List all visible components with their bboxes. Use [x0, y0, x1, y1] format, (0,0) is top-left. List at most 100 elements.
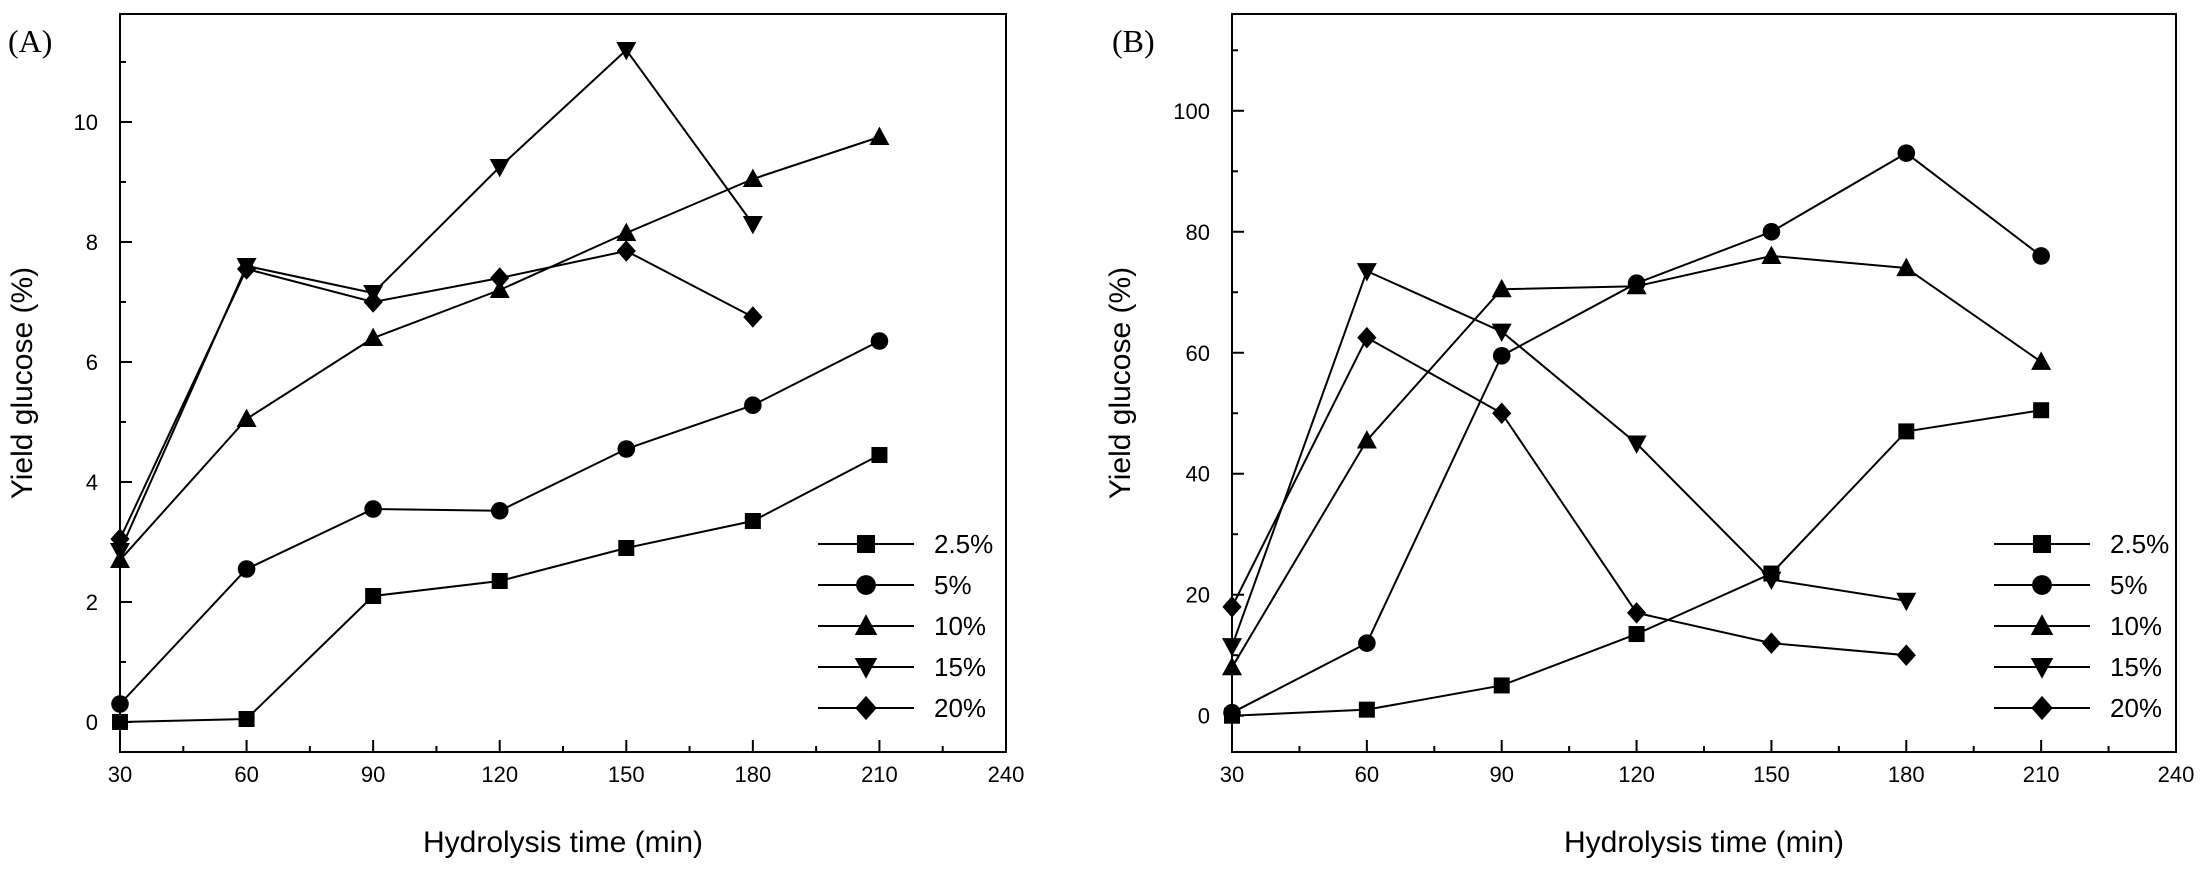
data-point [1626, 275, 1647, 295]
legend-marker [2030, 658, 2054, 679]
data-point [1356, 430, 1377, 449]
y-tick-label: 80 [1186, 220, 1210, 245]
data-point [1897, 144, 1916, 162]
x-tick-label: 120 [1618, 762, 1655, 787]
data-point [2033, 402, 2050, 419]
legend-label: 2.5% [2110, 529, 2169, 559]
y-tick-label: 8 [86, 230, 98, 255]
chart-panel-b: 30 60 90 120 150 180 210 240 0 20 40 60 80 100 Hydroly… [1104, 13, 2195, 859]
data-point [616, 240, 636, 262]
legend-label: 15% [2110, 652, 2162, 682]
data-point [1358, 701, 1375, 718]
data-point [1356, 263, 1377, 282]
data-point [1491, 278, 1512, 298]
data-point [1626, 435, 1647, 454]
y-tick-label: 40 [1186, 462, 1210, 487]
x-tick-label: 210 [2023, 762, 2060, 787]
x-tick-label: 240 [2158, 762, 2195, 787]
legend-marker [854, 658, 878, 679]
legend-label: 15% [934, 652, 986, 682]
legend-marker [857, 535, 875, 553]
panel-label: (B) [1112, 23, 1155, 59]
data-point [616, 222, 637, 241]
legend-marker [855, 695, 877, 721]
x-tick-label: 180 [1888, 762, 1925, 787]
plot-frame [119, 13, 1007, 753]
x-tick-label: 120 [481, 762, 518, 787]
data-point [363, 291, 383, 313]
data-point [1222, 656, 1242, 676]
x-tick-label: 240 [988, 762, 1025, 787]
data-point [1492, 402, 1512, 425]
data-point [1491, 323, 1512, 342]
x-tick-label: 90 [361, 762, 385, 787]
x-tick-label: 60 [234, 762, 258, 787]
y-tick-label: 60 [1186, 341, 1210, 366]
chart-panel-a: 30 60 90 120 150 180 210 240 0 2 4 6 8 10 Hydrolysis t… [6, 13, 1025, 859]
data-point [617, 440, 636, 458]
x-tick-label: 150 [1753, 762, 1790, 787]
x-tick-label: 30 [1220, 762, 1244, 787]
data-point [871, 447, 888, 463]
series-line [119, 340, 880, 705]
x-tick-label: 30 [108, 762, 132, 787]
data-point [616, 42, 637, 61]
data-point [363, 327, 384, 346]
x-tick-label: 210 [861, 762, 898, 787]
y-tick-label: 20 [1186, 583, 1210, 608]
x-axis-title: Hydrolysis time (min) [423, 826, 703, 859]
series-2-5pct [112, 447, 888, 730]
data-point [1896, 257, 1917, 277]
data-point [1761, 632, 1782, 654]
data-point [490, 502, 509, 520]
data-point [744, 513, 761, 529]
x-tick-label: 180 [734, 762, 771, 787]
data-point [237, 560, 256, 578]
legend-label: 10% [934, 611, 986, 641]
series-2-5pct [1224, 402, 2050, 724]
data-point [238, 711, 255, 727]
series-5pct [111, 332, 889, 713]
series-line [1231, 409, 2042, 717]
series-10pct [1222, 245, 2052, 676]
y-tick-label: 4 [86, 470, 98, 495]
series-line [119, 249, 754, 540]
y-axis-title: Yield glucose (%) [1104, 267, 1137, 499]
series-line [119, 136, 880, 561]
data-point [2032, 247, 2050, 265]
legend: 2.5% 5% 10% 15% 20% [1994, 529, 2169, 723]
y-tick-label: 0 [86, 710, 98, 735]
data-point [110, 543, 130, 562]
data-point [1762, 222, 1781, 241]
data-point [1626, 602, 1647, 624]
data-point [1222, 596, 1242, 618]
data-point [365, 588, 382, 604]
legend-label: 5% [934, 570, 972, 600]
data-point [870, 332, 889, 350]
legend-marker [2032, 575, 2052, 595]
series-line [1231, 269, 1907, 647]
data-point [111, 695, 129, 713]
y-tick-label: 10 [74, 110, 98, 135]
data-point [1628, 626, 1645, 643]
series-line [1231, 336, 1907, 657]
data-point [112, 714, 128, 730]
data-point [1222, 638, 1242, 657]
data-point [744, 396, 762, 415]
data-point [618, 540, 635, 556]
data-point [236, 408, 257, 427]
data-point [1493, 677, 1510, 694]
data-point [1492, 346, 1511, 365]
y-axis-title: Yield glucose (%) [6, 267, 39, 499]
legend-label: 5% [2110, 570, 2148, 600]
data-point [1357, 326, 1377, 349]
y-tick-label: 6 [86, 350, 98, 375]
data-point [489, 159, 510, 178]
data-point [1761, 245, 1782, 264]
data-point [1761, 571, 1782, 590]
legend-marker [2033, 535, 2051, 553]
legend-marker [2031, 695, 2053, 721]
legend-marker [856, 575, 876, 595]
data-point [491, 573, 508, 589]
legend-label: 10% [2110, 611, 2162, 641]
